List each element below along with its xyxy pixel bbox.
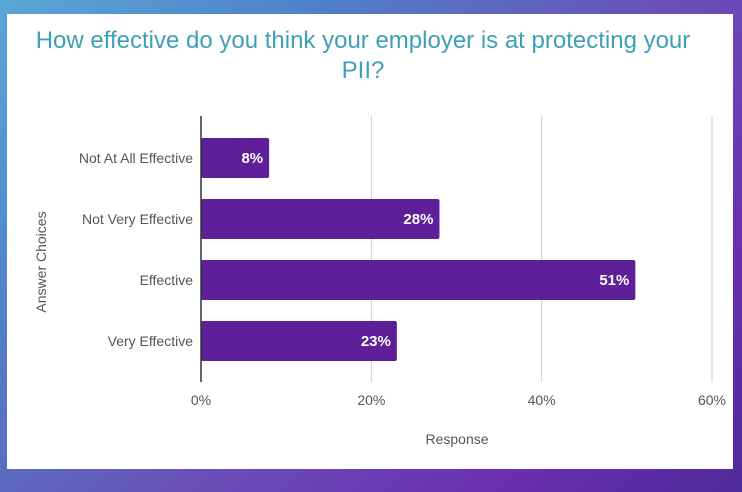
x-tick-label: 0% — [191, 392, 211, 408]
y-axis-label: Answer Choices — [33, 211, 49, 312]
chart-title: How effective do you think your employer… — [35, 27, 691, 84]
category-label: Not Very Effective — [82, 211, 193, 227]
gridlines — [370, 116, 713, 382]
bar — [201, 321, 397, 361]
bars — [201, 138, 636, 361]
bar-value-label: 23% — [361, 333, 391, 350]
x-axis-label: Response — [425, 431, 488, 447]
value-labels: 8% 28% 51% 23% — [241, 150, 629, 350]
x-tick-label: 40% — [528, 392, 556, 408]
bar-value-label: 51% — [599, 272, 629, 289]
x-tick-labels: 0% 20% 40% 60% — [191, 392, 726, 408]
bar — [201, 199, 440, 239]
bar-value-label: 28% — [403, 211, 433, 228]
x-tick-label: 60% — [698, 392, 726, 408]
category-labels: Not At All Effective Not Very Effective Ef… — [79, 150, 193, 349]
category-label: Effective — [140, 272, 194, 288]
bar-value-label: 8% — [241, 150, 263, 167]
category-label: Very Effective — [108, 333, 194, 349]
chart-card — [7, 14, 733, 469]
x-tick-label: 20% — [357, 392, 385, 408]
bar — [201, 138, 270, 178]
category-label: Not At All Effective — [79, 150, 193, 166]
bar — [201, 260, 636, 300]
